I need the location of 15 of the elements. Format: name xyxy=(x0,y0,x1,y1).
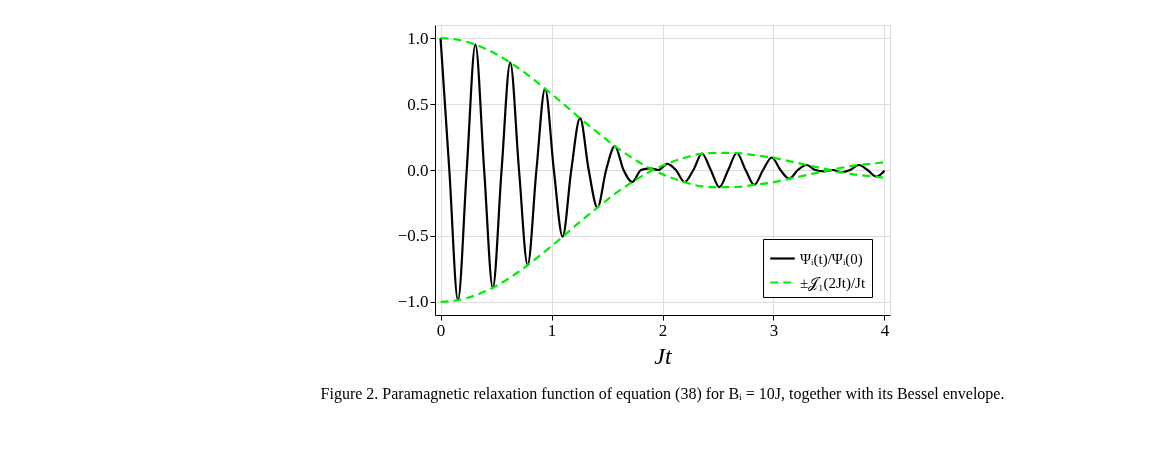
legend-label: ±𝒥₁(2Jt)/Jt xyxy=(800,274,866,292)
y-tick-label: 0.5 xyxy=(407,94,429,114)
line-series xyxy=(439,37,886,302)
y-tick-label: 0.0 xyxy=(407,160,429,180)
caption: Figure 2. Paramagnetic relaxation function of equation (38) for Bᵢ = 10J, together with its Bessel envelope. xyxy=(320,385,1005,403)
x-tick-label: 1 xyxy=(547,320,557,340)
x-tick-label: 4 xyxy=(880,320,890,340)
y-tick-label: −1.0 xyxy=(397,292,429,312)
legend-label: Ψᵢ(t)/Ψᵢ(0) xyxy=(800,250,863,268)
x-tick-label: 3 xyxy=(769,320,779,340)
y-tick-label: −0.5 xyxy=(397,226,429,246)
y-tick-label: 1.0 xyxy=(407,28,429,48)
x-axis-title: Jt xyxy=(654,342,673,369)
x-tick-label: 2 xyxy=(658,320,668,340)
x-tick-label: 0 xyxy=(436,320,446,340)
